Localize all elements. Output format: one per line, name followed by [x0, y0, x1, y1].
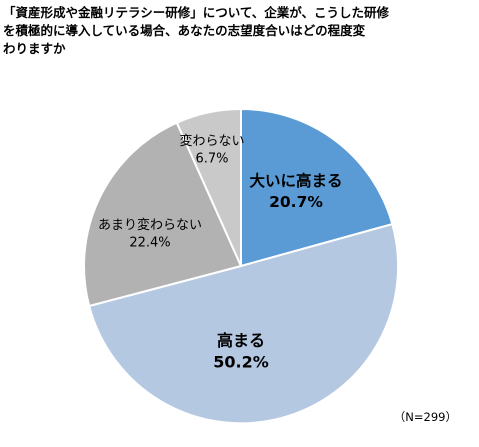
pie-slice-3	[175, 107, 242, 267]
slice-label-2: あまり変わらない	[98, 217, 202, 233]
slice-label-1: 高まる	[217, 331, 265, 350]
pie-slice-2	[83, 121, 243, 308]
chart-title-line-2: を積極的に導入している場合、あなたの志望度合いはどの程度変	[3, 23, 366, 38]
sample-size-note: （N=299）	[393, 410, 457, 424]
slice-value-0: 20.7%	[269, 193, 323, 211]
slice-value-1: 50.2%	[213, 353, 269, 372]
pie-slice-0	[240, 107, 394, 268]
chart-title: 「資産形成や金融リテラシー研修」について、企業が、こうした研修 を積極的に導入し…	[3, 4, 475, 58]
pie-slice-1	[87, 222, 400, 425]
slice-label-3: 変わらない	[179, 133, 244, 149]
chart-title-line-3: わりますか	[3, 41, 66, 56]
chart-title-line-1: 「資産形成や金融リテラシー研修」について、企業が、こうした研修	[3, 5, 390, 20]
slice-label-0: 大いに高まる	[249, 171, 342, 190]
slice-value-3: 6.7%	[195, 152, 228, 167]
slice-value-2: 22.4%	[129, 236, 170, 251]
